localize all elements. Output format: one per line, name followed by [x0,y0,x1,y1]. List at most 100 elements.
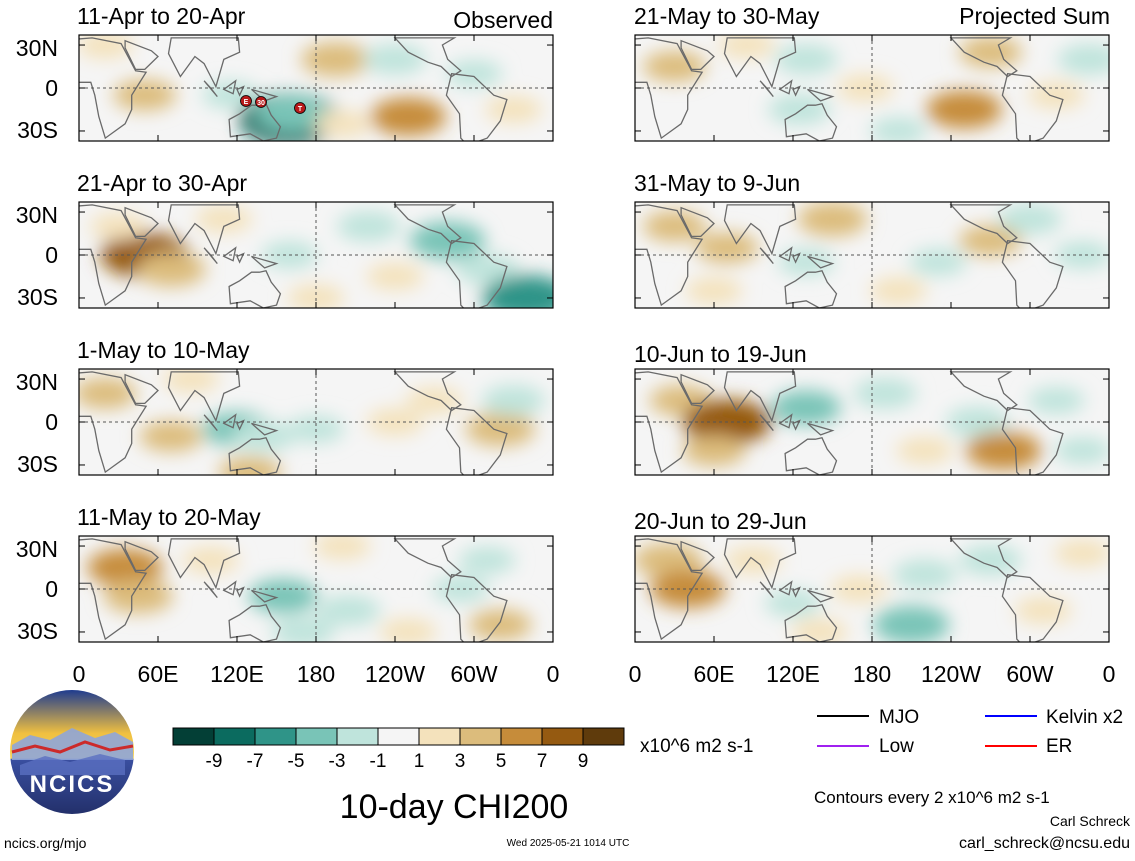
coastline [203,80,218,98]
anomaly-blob [313,536,371,560]
coastline [79,371,148,474]
anomaly-blob [767,94,832,125]
lon-labels-right: 0 60E 120E 180 120W 60W 0 [629,661,1116,687]
storm-markers: E 30 T [240,95,306,114]
anomaly-blob [685,277,743,305]
anomaly-blob [1057,43,1109,75]
lat-labels-row-3: 30N 0 30S [16,536,58,644]
coastline [236,586,245,598]
colorbar-swatch [500,727,543,746]
coastline [723,371,797,423]
coastline [228,437,282,475]
colorbar-swatch [213,727,256,746]
colorbar-swatch [377,727,420,746]
lat-label-30s: 30S [17,284,58,310]
anomaly-blob [485,95,542,124]
coastline [784,437,838,475]
coastline [222,413,237,429]
colorbar-label: -1 [370,751,387,772]
anomaly-blob [869,277,927,305]
panel-title-7: 20-Jun to 29-Jun [634,508,807,534]
author-email: carl_schreck@ncsu.edu [959,835,1130,852]
anomaly-field [90,205,553,308]
colorbar-swatch [582,727,625,746]
projected-sum-label: Projected Sum [959,3,1110,29]
anomaly-blob [317,595,381,626]
coastline [723,538,797,590]
anomaly-blob [182,546,240,574]
lat-labels-row-1: 30N 0 30S [16,202,58,310]
lat-label-0: 0 [45,409,58,435]
colorbar-swatch [295,727,338,746]
colorbar-swatch [541,727,584,746]
anomaly-blob [136,252,206,287]
colorbar-swatch [254,727,297,746]
lat-label-30s: 30S [17,117,58,143]
anomaly-blob [482,275,553,308]
storm-label: E [244,99,249,106]
anomaly-blob [218,456,282,475]
coastline [723,204,797,256]
coastline [251,88,279,102]
author-name: Carl Schreck [1050,813,1131,829]
coastline [807,422,835,436]
colorbar-label: 5 [496,751,507,772]
anomaly-blob [300,42,371,77]
map-panel [634,201,1110,309]
legend-mjo-label: MJO [879,707,919,728]
coastline [251,255,279,269]
coastlines [635,371,1064,475]
coastline [236,85,245,97]
panel-title-3: 11-May to 20-May [77,504,261,530]
coastline [228,103,282,141]
coastline [445,239,508,308]
lon-label: 60E [138,661,179,687]
coastline [807,255,835,269]
coastline [445,406,508,475]
colorbar-label: -7 [247,751,264,772]
coastlines [79,204,508,308]
anomaly-blob [366,408,424,436]
coastline [236,252,245,264]
lon-label: 0 [547,661,560,687]
anomaly-blob [370,97,447,136]
coastline [222,79,237,95]
anomaly-blob [873,605,950,642]
coastline [203,581,218,599]
anomaly-blob [926,90,1003,129]
anomaly-blob [642,51,707,82]
lon-label: 120W [365,661,425,687]
anomaly-blob [406,386,463,415]
coastline [167,204,241,256]
lat-labels-row-2: 30N 0 30S [16,369,58,477]
coastline [759,80,774,98]
lat-label-0: 0 [45,576,58,602]
colorbar-label: 3 [455,751,466,772]
lon-label: 180 [297,661,335,687]
timestamp: Wed 2025-05-21 1014 UTC [507,838,630,849]
colorbar-label: -9 [206,751,223,772]
storm-label: T [298,106,303,113]
map-panel [78,535,554,643]
panel-title-2: 1-May to 10-May [77,337,250,363]
anomaly-blob [103,578,174,614]
lat-label-30n: 30N [16,202,58,228]
map-panel [78,201,554,309]
anomaly-blob [909,248,967,276]
coastline [680,540,715,572]
coastline [124,540,159,572]
contours-note: Contours every 2 x10^6 m2 s-1 [814,788,1050,807]
anomaly-blob [1027,81,1085,109]
anomaly-field [79,369,546,475]
anomaly-blob [409,221,486,260]
colorbar-swatch [172,727,215,746]
coastline [792,586,801,598]
legend-low-label: Low [879,736,914,757]
coastline [124,39,159,71]
anomaly-blob [1054,539,1109,567]
anomaly-blob [893,559,957,591]
anomaly-blob [896,437,954,465]
panel-title-1: 21-Apr to 30-Apr [77,170,247,196]
coastline [680,206,715,238]
panel-title-0: 11-Apr to 20-Apr [77,3,246,29]
